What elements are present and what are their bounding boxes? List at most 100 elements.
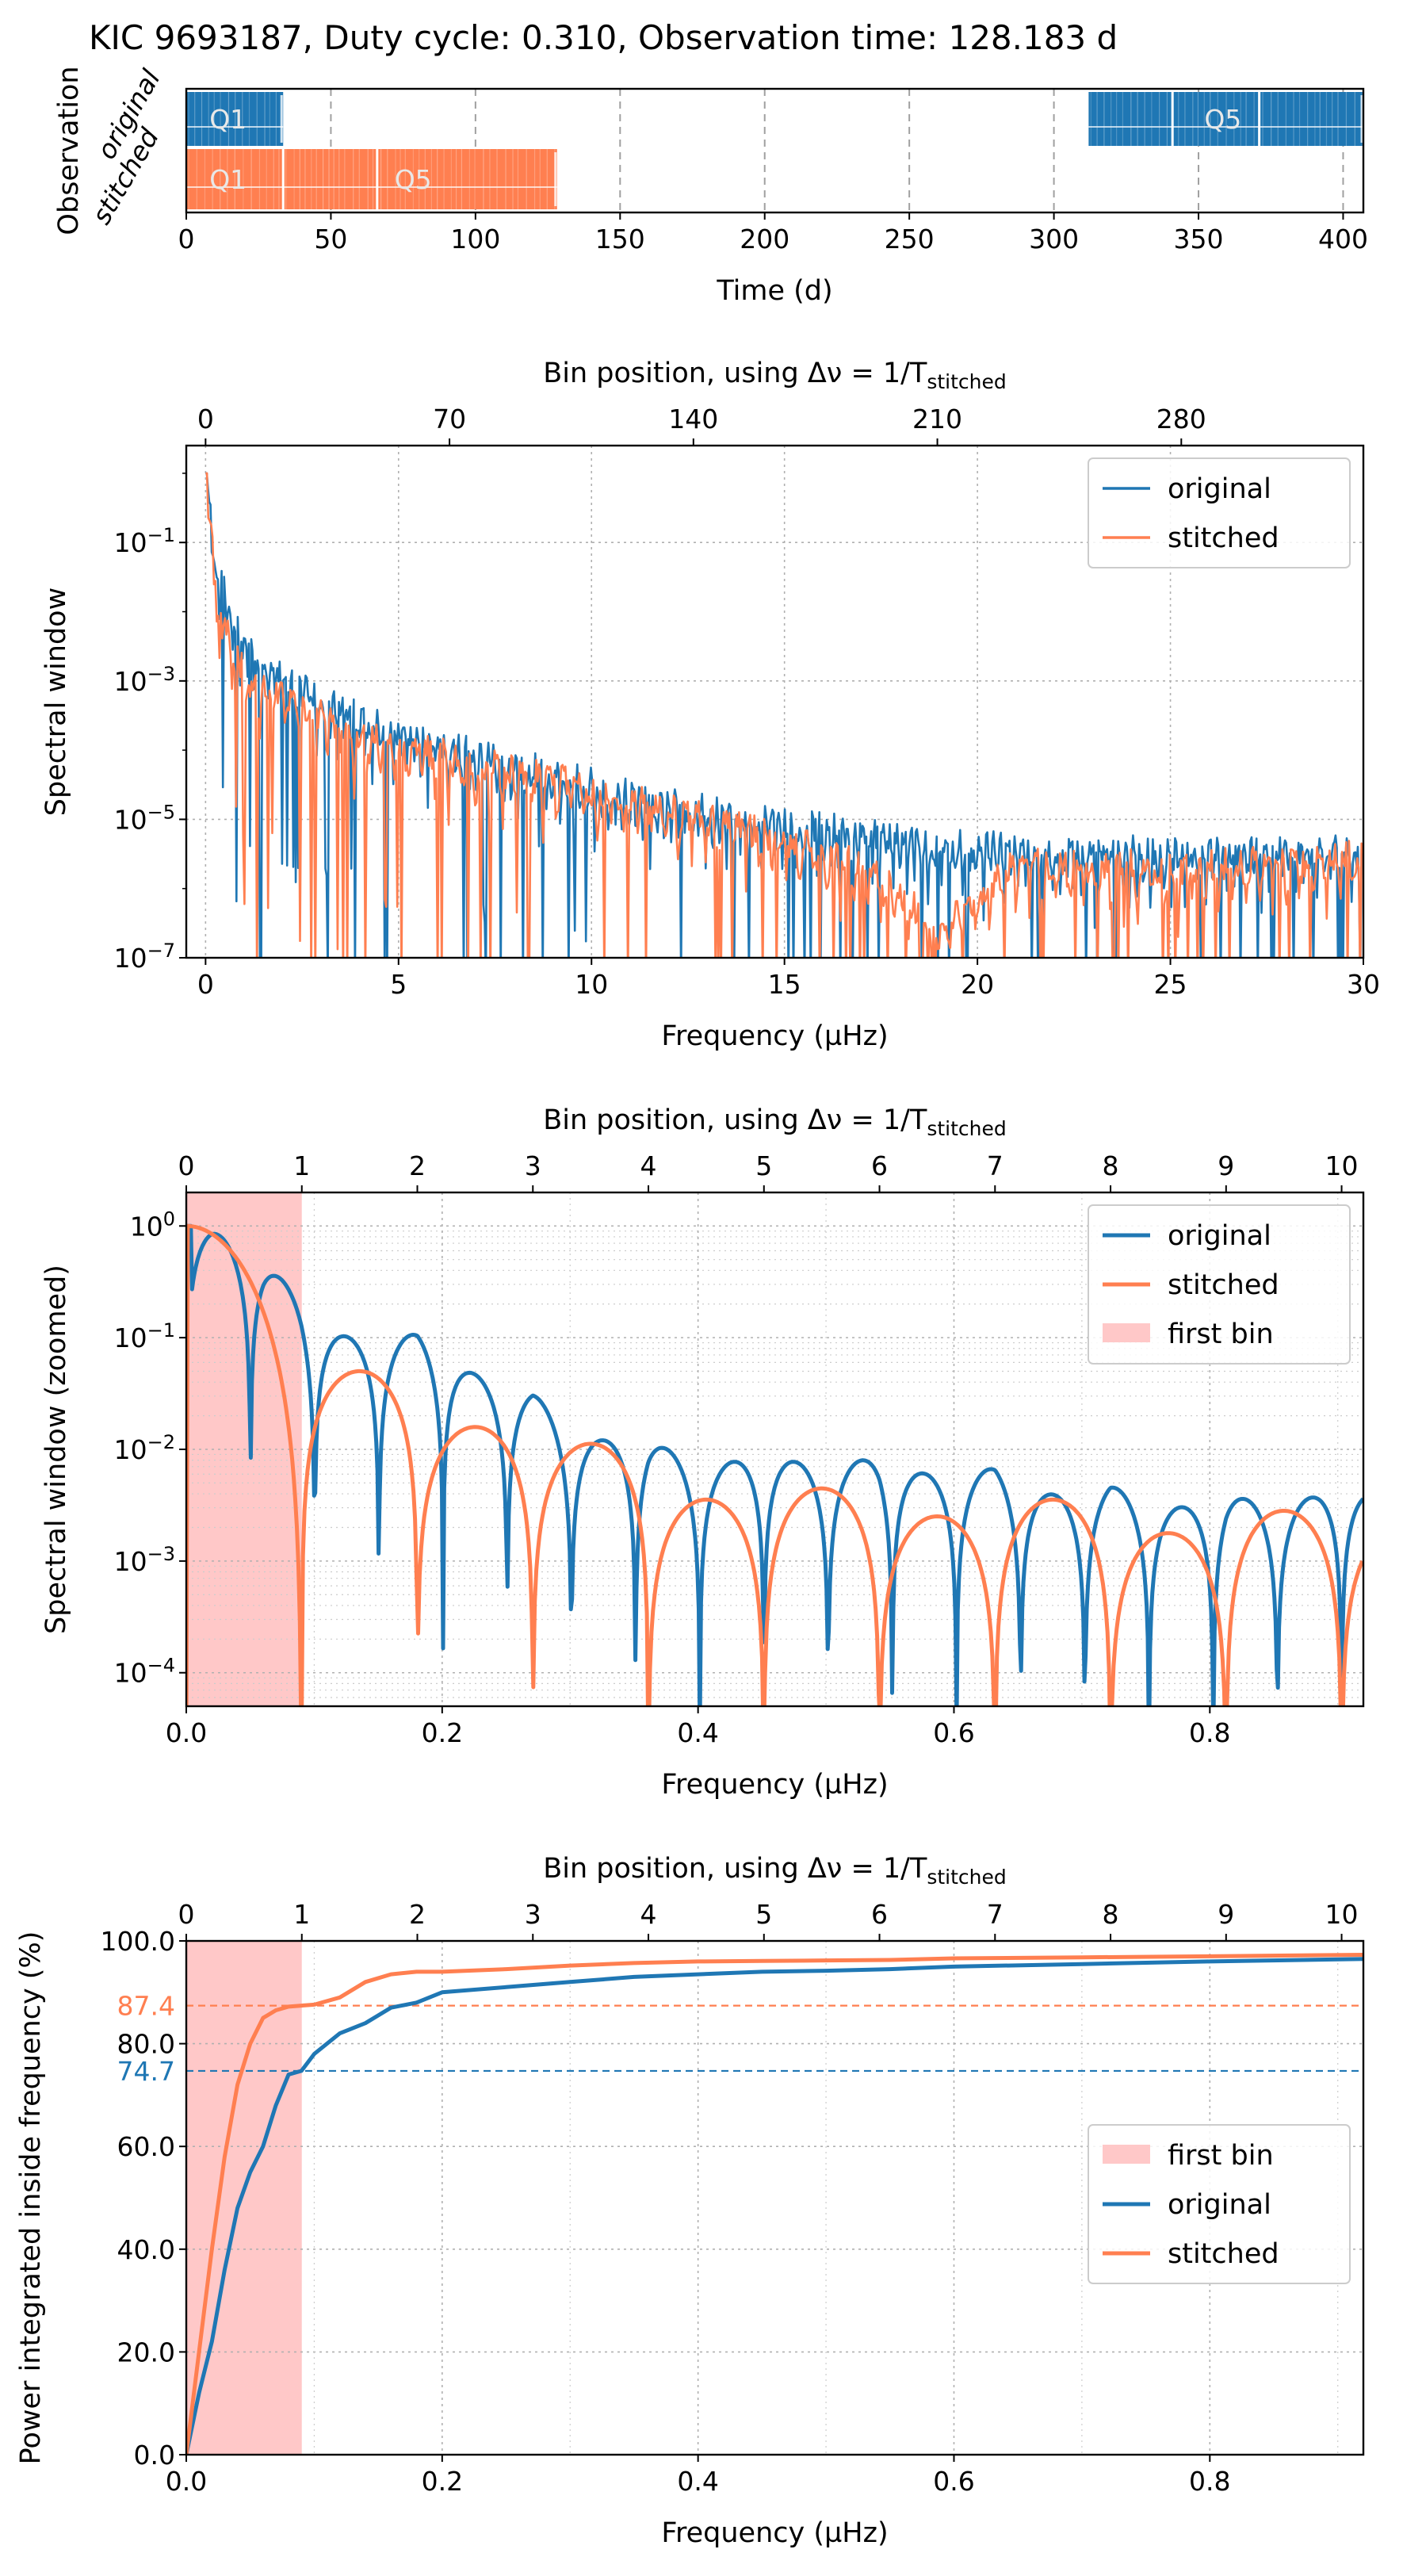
top-tick-label: 140 bbox=[668, 404, 718, 434]
legend: first bin original stitched bbox=[1088, 2124, 1351, 2284]
x-tick-label: 15 bbox=[768, 969, 801, 1000]
top-tick-label: 7 bbox=[987, 1899, 1004, 1930]
quarter-label: Q5 bbox=[395, 164, 432, 195]
observation-span-stitched bbox=[186, 149, 557, 209]
top-tick-label: 5 bbox=[755, 1150, 772, 1181]
top-tick-label: 2 bbox=[409, 1150, 426, 1181]
x-tick-label: 400 bbox=[1318, 224, 1368, 255]
quarter-label: Q1 bbox=[209, 164, 247, 195]
top-tick-label: 0 bbox=[178, 1899, 195, 1930]
y-tick-label: 60.0 bbox=[117, 2131, 175, 2162]
y-tick-label: 10−2 bbox=[114, 1431, 175, 1465]
legend-label-original: original bbox=[1168, 473, 1271, 505]
y-tick-label: 10−1 bbox=[114, 524, 175, 558]
top-tick-label: 9 bbox=[1218, 1899, 1234, 1930]
y-tick-label: 10−3 bbox=[114, 663, 175, 697]
top-tick-label: 8 bbox=[1103, 1150, 1119, 1181]
legend-label-stitched: stitched bbox=[1168, 522, 1279, 554]
x-tick-label: 150 bbox=[595, 224, 645, 255]
power-integrated-panel: 0.0 0.2 0.4 0.6 0.8 0.0 20.0 40.0 60.0 80.0 100.0 8… bbox=[15, 1853, 1365, 2549]
y-tick-label: 10−3 bbox=[114, 1543, 175, 1577]
legend-frame bbox=[1088, 457, 1351, 568]
x-tick-label: 5 bbox=[390, 969, 407, 1000]
x-tick-label: 0.2 bbox=[422, 1717, 463, 1748]
legend-label-original: original bbox=[1168, 1220, 1271, 1252]
series-line-stitched bbox=[205, 472, 1363, 958]
legend-swatch-first-bin bbox=[1103, 1323, 1150, 1342]
x-tick-label: 0.2 bbox=[422, 2466, 463, 2497]
figure-title: KIC 9693187, Duty cycle: 0.310, Observat… bbox=[89, 18, 1118, 57]
x-tick-label: 50 bbox=[314, 224, 347, 255]
top-tick-label: 4 bbox=[640, 1150, 657, 1181]
top-tick-label: 2 bbox=[409, 1899, 426, 1930]
first-bin-label-original: 74.7 bbox=[117, 2056, 175, 2087]
x-axis-label: Frequency (µHz) bbox=[661, 1769, 888, 1801]
quarter-label: Q5 bbox=[1204, 104, 1241, 135]
x-tick-label: 20 bbox=[961, 969, 994, 1000]
legend-swatch-first-bin bbox=[1103, 2145, 1150, 2164]
legend-frame bbox=[1088, 1204, 1351, 1365]
top-tick-label: 10 bbox=[1325, 1899, 1359, 1930]
series-line-stitched bbox=[186, 1953, 1363, 2455]
legend-label-original: original bbox=[1168, 2189, 1271, 2221]
x-axis-label: Frequency (µHz) bbox=[661, 1020, 888, 1052]
first-bin-label-stitched: 87.4 bbox=[117, 1991, 175, 2022]
x-tick-label: 350 bbox=[1174, 224, 1224, 255]
observation-span-original bbox=[1088, 92, 1363, 146]
x-axis-label: Frequency (µHz) bbox=[661, 2517, 888, 2549]
y-tick-label: 100 bbox=[130, 1208, 175, 1242]
top-tick-label: 6 bbox=[871, 1899, 888, 1930]
y-axis-label: Observation bbox=[53, 66, 85, 235]
top-tick-label: 9 bbox=[1218, 1150, 1234, 1181]
top-tick-label: 4 bbox=[640, 1899, 657, 1930]
legend-label-first-bin: first bin bbox=[1168, 1319, 1274, 1350]
y-tick-label: 0.0 bbox=[134, 2440, 175, 2471]
y-tick-label: 20.0 bbox=[117, 2337, 175, 2367]
y-tick-label: 40.0 bbox=[117, 2234, 175, 2265]
axes-frame bbox=[185, 1939, 1365, 2456]
top-tick-label: 8 bbox=[1103, 1899, 1119, 1930]
spectral-window-panel: 0 5 10 15 20 25 30 10−1 10−3 10−5 10−7 0 70 140 210 280… bbox=[40, 358, 1380, 1052]
top-tick-label: 6 bbox=[871, 1150, 888, 1181]
spectral-window-zoomed-panel: 0.0 0.2 0.4 0.6 0.8 100 10−1 10−2 10−3 10−4 0 1 2 3 4 5… bbox=[40, 1104, 1365, 1801]
y-tick-label: 10−4 bbox=[114, 1655, 175, 1689]
top-tick-label: 7 bbox=[987, 1150, 1004, 1181]
top-axis-label: Bin position, using Δν = 1/Tstitched bbox=[543, 358, 1007, 393]
observation-timeline-panel: Q1 Q5 Q1 Q5 0 50 100 150 200 250 300 350 400 Time (d)… bbox=[53, 64, 1368, 307]
x-tick-label: 25 bbox=[1154, 969, 1187, 1000]
y-axis-label: Power integrated inside frequency (%) bbox=[15, 1931, 47, 2465]
x-tick-label: 0.8 bbox=[1189, 1717, 1230, 1748]
top-tick-label: 10 bbox=[1325, 1150, 1359, 1181]
series-line-original bbox=[186, 1223, 1363, 1706]
x-tick-label: 250 bbox=[885, 224, 935, 255]
series-line-original bbox=[186, 1957, 1363, 2455]
top-axis-label: Bin position, using Δν = 1/Tstitched bbox=[543, 1853, 1007, 1889]
quarter-label: Q1 bbox=[209, 104, 247, 135]
x-tick-label: 0 bbox=[197, 969, 214, 1000]
legend-frame bbox=[1088, 2124, 1351, 2284]
legend-label-first-bin: first bin bbox=[1168, 2140, 1274, 2172]
top-tick-label: 0 bbox=[197, 404, 214, 434]
axes-frame bbox=[185, 444, 1365, 959]
x-tick-label: 0 bbox=[178, 224, 195, 255]
y-tick-label: 100.0 bbox=[101, 1926, 175, 1957]
y-tick-label: 10−1 bbox=[114, 1319, 175, 1353]
y-tick-label: 10−5 bbox=[114, 801, 175, 835]
x-tick-label: 100 bbox=[450, 224, 500, 255]
x-tick-label: 300 bbox=[1029, 224, 1079, 255]
y-axis-label: Spectral window (zoomed) bbox=[40, 1265, 72, 1634]
top-tick-label: 280 bbox=[1156, 404, 1206, 434]
top-tick-label: 1 bbox=[293, 1150, 310, 1181]
top-tick-label: 3 bbox=[525, 1899, 541, 1930]
x-tick-label: 0.0 bbox=[166, 2466, 207, 2497]
top-tick-label: 0 bbox=[178, 1150, 195, 1181]
x-axis-label: Time (d) bbox=[716, 275, 832, 307]
x-tick-label: 200 bbox=[740, 224, 789, 255]
top-tick-label: 210 bbox=[912, 404, 962, 434]
top-tick-label: 70 bbox=[433, 404, 466, 434]
series-line-stitched bbox=[186, 1223, 1363, 1706]
x-tick-label: 0.6 bbox=[933, 1717, 974, 1748]
x-tick-label: 0.4 bbox=[677, 2466, 718, 2497]
y-tick-label: 10−7 bbox=[114, 940, 175, 974]
